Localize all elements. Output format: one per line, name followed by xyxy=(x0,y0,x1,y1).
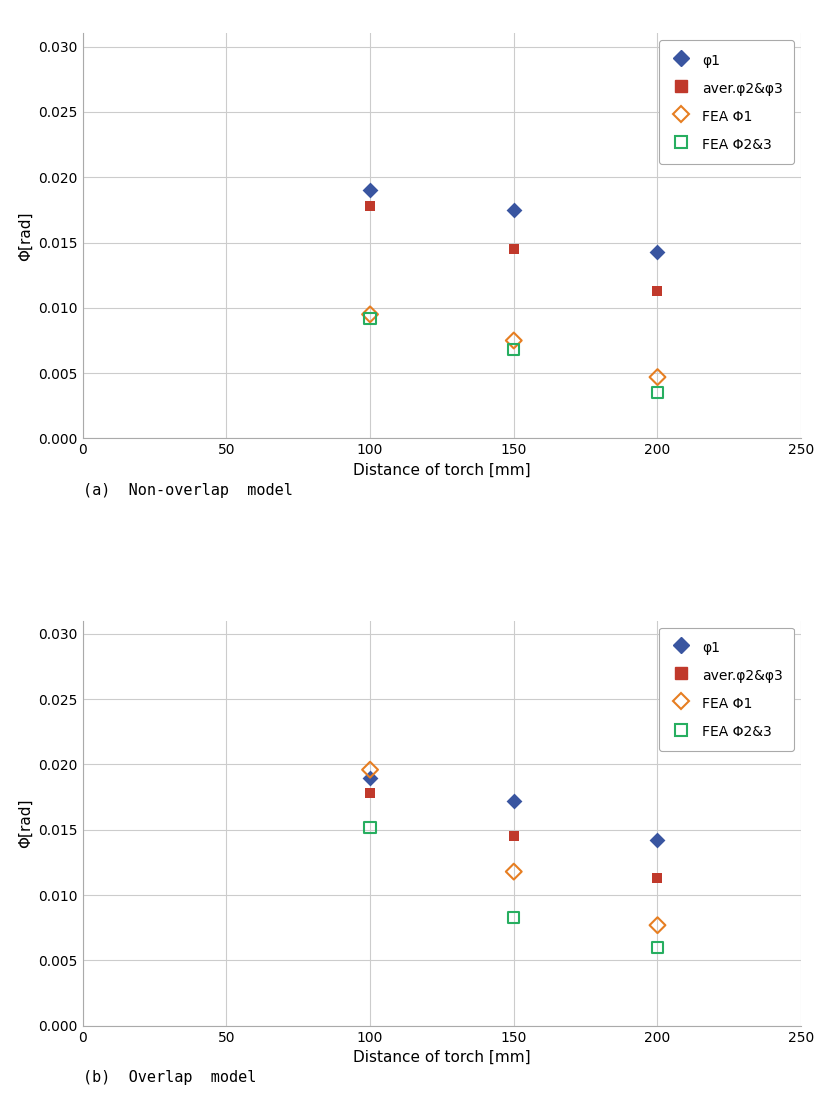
Point xyxy=(651,832,664,850)
Point xyxy=(363,818,377,836)
Text: (b)  Overlap  model: (b) Overlap model xyxy=(83,1070,256,1085)
Y-axis label: Φ[rad]: Φ[rad] xyxy=(17,211,33,261)
Point xyxy=(507,863,520,881)
Legend: φ1, aver.φ2&φ3, FEA Φ1, FEA Φ2&3: φ1, aver.φ2&φ3, FEA Φ1, FEA Φ2&3 xyxy=(659,628,795,752)
Point xyxy=(651,368,664,386)
Point xyxy=(507,201,520,219)
Point xyxy=(651,243,664,261)
X-axis label: Distance of torch [mm]: Distance of torch [mm] xyxy=(353,463,531,478)
Point xyxy=(651,870,664,888)
Point xyxy=(363,306,377,323)
Point xyxy=(507,240,520,258)
Point xyxy=(507,909,520,927)
Point xyxy=(363,784,377,802)
Point xyxy=(651,939,664,957)
Point xyxy=(363,197,377,215)
Legend: φ1, aver.φ2&φ3, FEA Φ1, FEA Φ2&3: φ1, aver.φ2&φ3, FEA Φ1, FEA Φ2&3 xyxy=(659,40,795,164)
Point xyxy=(507,341,520,359)
Point xyxy=(363,309,377,327)
Point xyxy=(363,182,377,200)
Point xyxy=(651,917,664,934)
Point xyxy=(651,282,664,300)
X-axis label: Distance of torch [mm]: Distance of torch [mm] xyxy=(353,1050,531,1065)
Text: (a)  Non-overlap  model: (a) Non-overlap model xyxy=(83,483,292,498)
Point xyxy=(507,331,520,349)
Point xyxy=(507,827,520,845)
Point xyxy=(507,792,520,809)
Point xyxy=(363,768,377,786)
Point xyxy=(651,384,664,401)
Y-axis label: Φ[rad]: Φ[rad] xyxy=(17,798,33,849)
Point xyxy=(363,760,377,778)
